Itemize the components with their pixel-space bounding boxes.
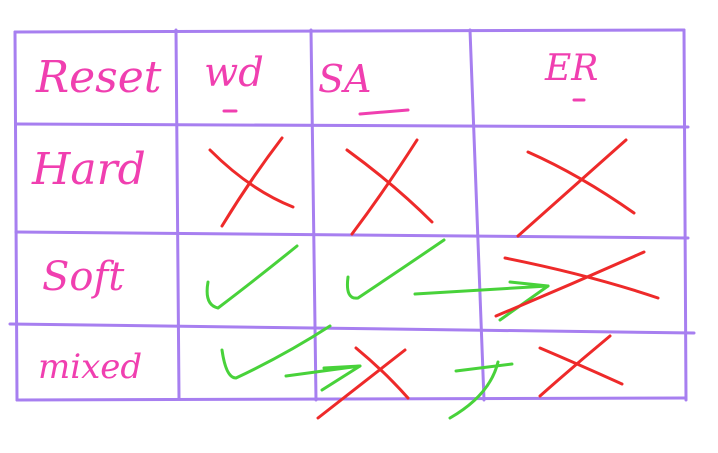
check-mark <box>346 238 446 300</box>
grid-col-line-2 <box>309 28 318 402</box>
cross-mark <box>345 138 434 236</box>
grid-top-border <box>13 28 686 34</box>
row-label-hard: Hard <box>31 144 146 195</box>
check-mark <box>220 324 332 380</box>
arrow-to-cross <box>316 346 410 420</box>
cross-mark <box>516 138 636 238</box>
crossed-out-arrow <box>494 250 660 318</box>
row-label-soft: Soft <box>42 254 125 300</box>
arrow-mark <box>284 364 362 392</box>
grid-row-line-3 <box>8 322 696 335</box>
grid-row-line-1 <box>14 122 690 129</box>
grid-bottom-border <box>15 396 687 402</box>
grid-right-border <box>682 28 688 402</box>
grid-col-line-1 <box>174 28 181 400</box>
header-underline-sa <box>358 108 410 116</box>
check-mark <box>205 244 299 310</box>
row-labels: Hard Soft mixed <box>31 144 146 387</box>
row-label-mixed: mixed <box>38 347 142 387</box>
header-label-er: ER <box>544 48 598 89</box>
grid-left-border <box>13 30 19 402</box>
header-label-reset: Reset <box>35 52 162 103</box>
grid-col-line-3 <box>468 28 486 402</box>
header-label-sa: SA <box>318 57 371 101</box>
header-row: Reset wd SA ER <box>35 48 598 116</box>
arrow-to-cross <box>538 334 624 398</box>
header-label-wd: wd <box>204 50 264 96</box>
cross-mark <box>208 136 295 228</box>
arrow-mark <box>448 360 514 420</box>
